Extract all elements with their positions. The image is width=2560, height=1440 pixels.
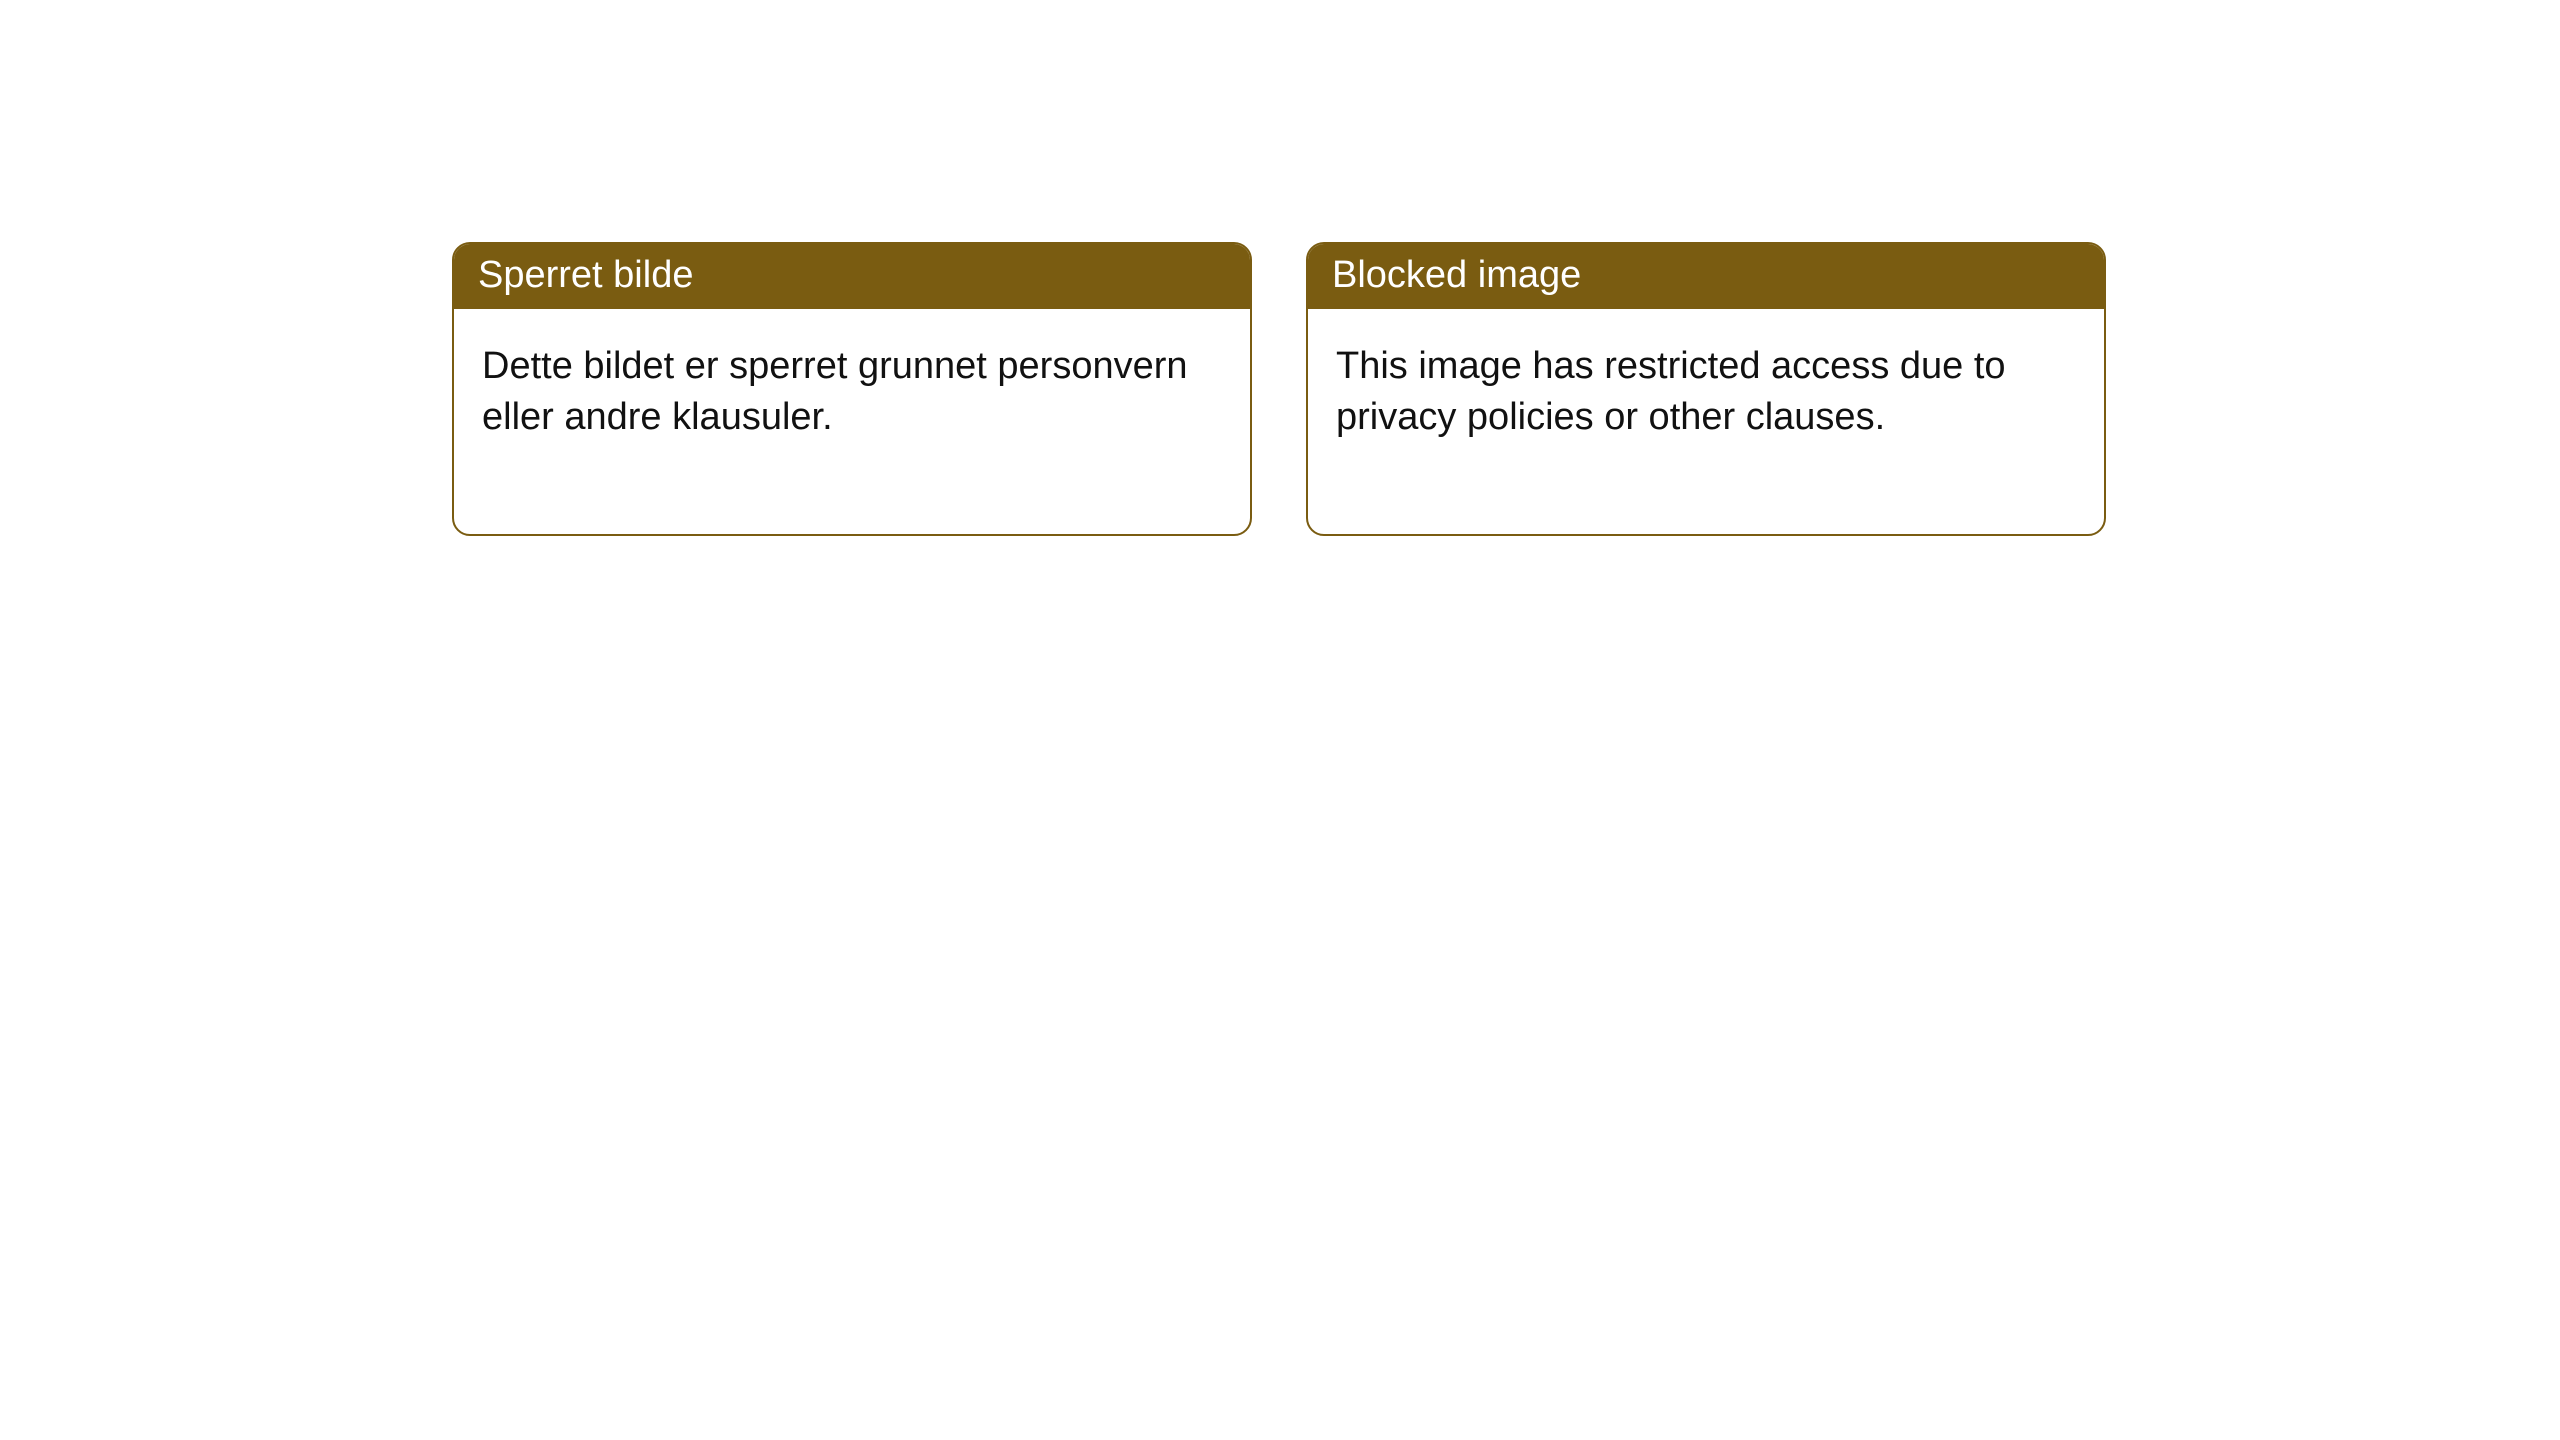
card-title: Sperret bilde [478, 254, 693, 296]
card-title: Blocked image [1332, 254, 1581, 296]
card-header: Sperret bilde [454, 244, 1250, 309]
card-header: Blocked image [1308, 244, 2104, 309]
card-body-text: Dette bildet er sperret grunnet personve… [482, 345, 1188, 438]
notice-cards-container: Sperret bilde Dette bildet er sperret gr… [0, 0, 2560, 536]
card-body-text: This image has restricted access due to … [1336, 345, 2006, 438]
notice-card-english: Blocked image This image has restricted … [1306, 242, 2106, 536]
card-body: Dette bildet er sperret grunnet personve… [454, 309, 1250, 534]
card-body: This image has restricted access due to … [1308, 309, 2104, 534]
notice-card-norwegian: Sperret bilde Dette bildet er sperret gr… [452, 242, 1252, 536]
